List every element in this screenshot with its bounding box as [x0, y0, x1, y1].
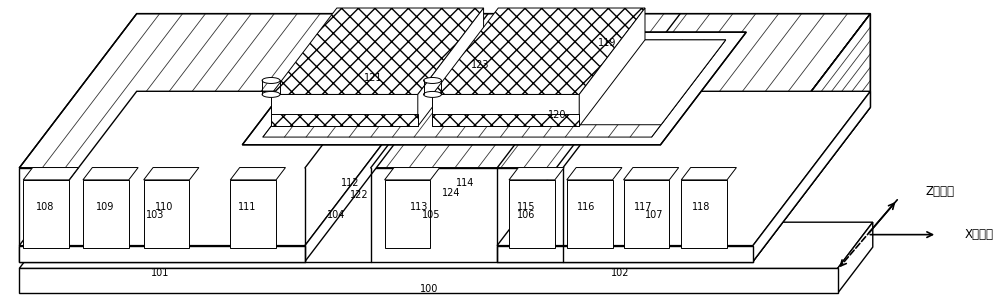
- Polygon shape: [579, 8, 645, 126]
- Text: 121: 121: [364, 73, 383, 83]
- Polygon shape: [753, 91, 870, 261]
- Polygon shape: [271, 95, 418, 126]
- Polygon shape: [838, 222, 873, 293]
- Polygon shape: [23, 168, 78, 180]
- Polygon shape: [230, 180, 276, 248]
- Text: 106: 106: [517, 210, 535, 220]
- Text: 122: 122: [350, 190, 369, 200]
- Polygon shape: [144, 180, 189, 248]
- Polygon shape: [497, 91, 870, 245]
- Polygon shape: [753, 14, 870, 261]
- Polygon shape: [681, 180, 727, 248]
- Polygon shape: [271, 116, 418, 126]
- Text: 102: 102: [611, 269, 630, 278]
- Polygon shape: [19, 245, 305, 261]
- Text: 117: 117: [634, 202, 653, 212]
- Polygon shape: [23, 180, 69, 248]
- Text: 115: 115: [517, 202, 535, 212]
- Polygon shape: [19, 222, 873, 269]
- Ellipse shape: [262, 78, 280, 83]
- Text: 107: 107: [645, 210, 664, 220]
- Polygon shape: [509, 180, 555, 248]
- Polygon shape: [271, 8, 484, 95]
- Polygon shape: [624, 168, 679, 180]
- Polygon shape: [83, 180, 129, 248]
- Polygon shape: [567, 168, 622, 180]
- Ellipse shape: [424, 91, 441, 97]
- Polygon shape: [507, 40, 726, 125]
- Polygon shape: [242, 32, 746, 145]
- Polygon shape: [19, 269, 838, 293]
- Polygon shape: [432, 8, 645, 95]
- Text: 111: 111: [238, 202, 256, 212]
- Text: 103: 103: [146, 210, 165, 220]
- Polygon shape: [83, 168, 138, 180]
- Ellipse shape: [424, 78, 441, 83]
- Text: 114: 114: [456, 178, 474, 188]
- Text: 101: 101: [151, 269, 170, 278]
- Text: 113: 113: [410, 202, 429, 212]
- Ellipse shape: [262, 91, 280, 97]
- Polygon shape: [509, 168, 564, 180]
- Polygon shape: [144, 168, 199, 180]
- Polygon shape: [418, 8, 484, 126]
- Polygon shape: [432, 114, 579, 126]
- Polygon shape: [681, 168, 736, 180]
- Polygon shape: [19, 91, 422, 245]
- Polygon shape: [19, 14, 870, 168]
- Text: 124: 124: [442, 188, 461, 198]
- Polygon shape: [19, 168, 753, 261]
- Polygon shape: [567, 180, 613, 248]
- Text: 109: 109: [96, 202, 114, 212]
- Text: 104: 104: [327, 210, 345, 220]
- Polygon shape: [271, 114, 418, 126]
- Text: Z（上）: Z（上）: [925, 185, 954, 198]
- Polygon shape: [432, 116, 579, 126]
- Polygon shape: [305, 91, 422, 261]
- Polygon shape: [385, 180, 430, 248]
- Text: 123: 123: [471, 60, 489, 71]
- Text: 120: 120: [548, 110, 566, 120]
- Text: 108: 108: [36, 202, 54, 212]
- Polygon shape: [385, 168, 440, 180]
- Polygon shape: [497, 245, 753, 261]
- Text: 116: 116: [576, 202, 595, 212]
- Polygon shape: [432, 95, 579, 126]
- Polygon shape: [624, 180, 669, 248]
- Text: X（右）: X（右）: [965, 228, 994, 241]
- Text: 118: 118: [692, 202, 710, 212]
- Text: 112: 112: [340, 178, 359, 188]
- Polygon shape: [230, 168, 285, 180]
- Text: 119: 119: [598, 38, 617, 47]
- Text: 105: 105: [422, 210, 441, 220]
- Text: 110: 110: [155, 202, 174, 212]
- Text: 100: 100: [420, 284, 439, 294]
